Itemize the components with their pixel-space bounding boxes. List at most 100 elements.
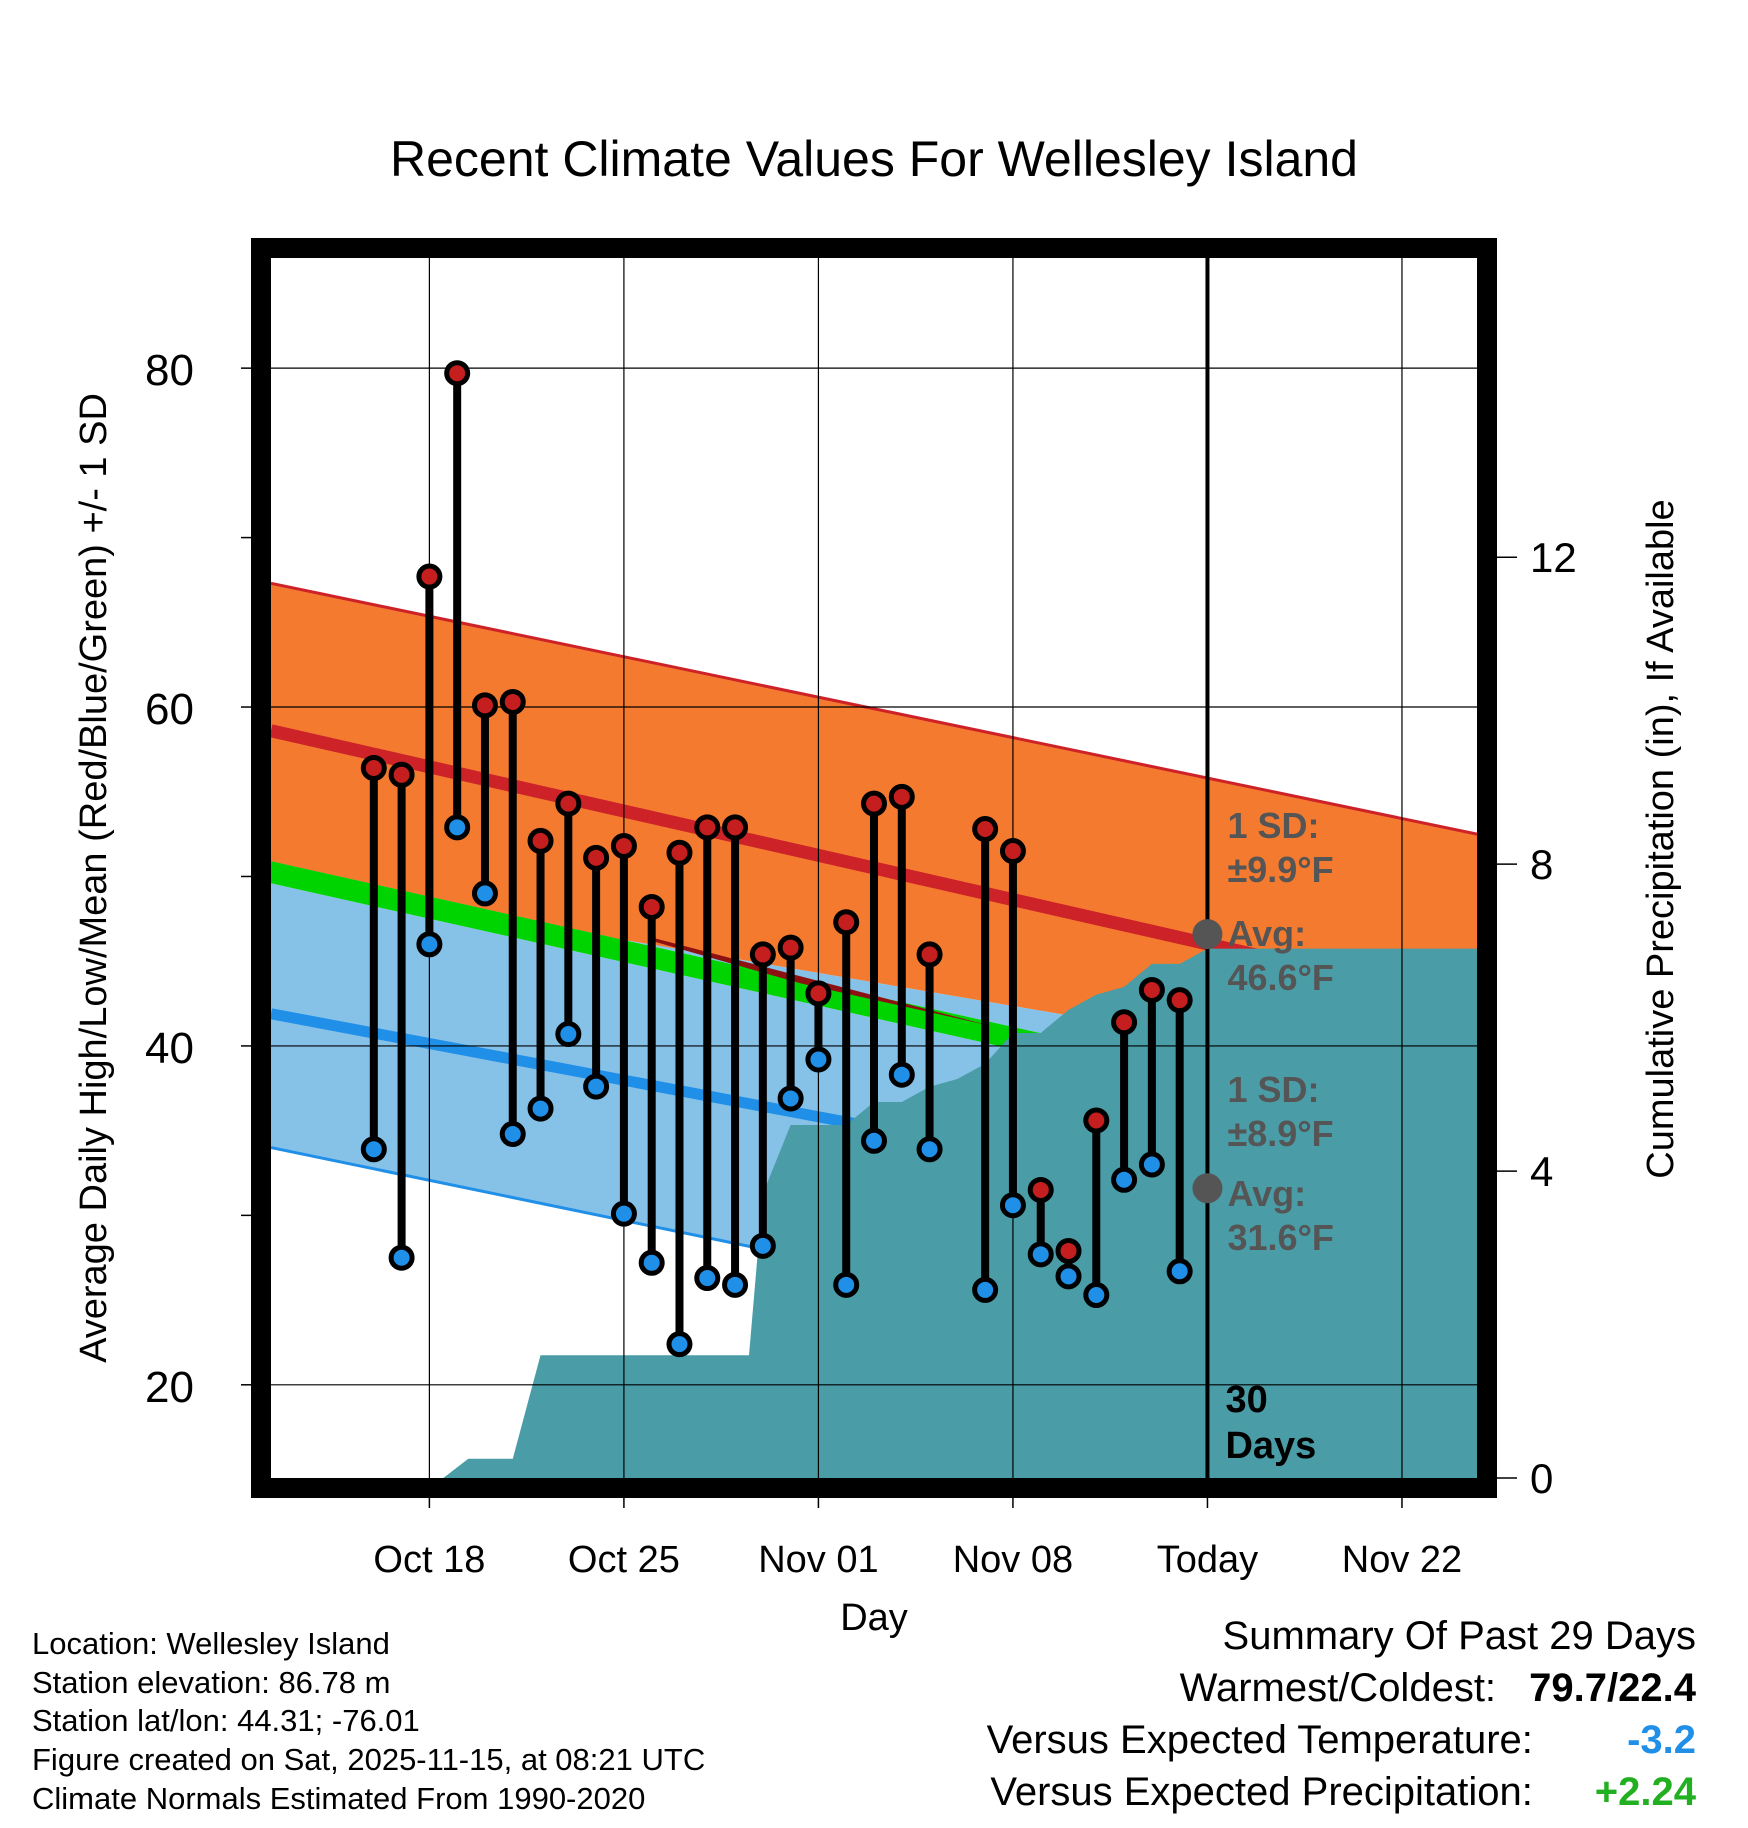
low-point (1055, 1263, 1082, 1290)
summary-precip: Versus Expected Precipitation: +2.24 (990, 1770, 1696, 1815)
high-point (610, 832, 637, 859)
high-point (722, 814, 749, 841)
high-point (527, 827, 554, 854)
y-tick-label: 60 (145, 685, 194, 734)
low-point (527, 1095, 554, 1122)
high-point (888, 783, 915, 810)
low-point (360, 1136, 387, 1163)
low-point (805, 1046, 832, 1073)
low-point (1166, 1258, 1193, 1285)
high-avg-value: 46.6°F (1227, 957, 1333, 998)
high-point (916, 941, 943, 968)
high-point (583, 844, 610, 871)
high-point (749, 941, 776, 968)
low-point (888, 1061, 915, 1088)
y2-tick-label: 4 (1530, 1148, 1553, 1195)
precip-departure-value: +2.24 (1594, 1770, 1696, 1814)
elevation-text: Station elevation: 86.78 m (32, 1665, 391, 1700)
y2-axis-label: Cumulative Precipitation (in), If Availa… (1640, 499, 1682, 1178)
low-point (471, 880, 498, 907)
high-sd-value: ±9.9°F (1227, 849, 1333, 890)
window-days-number: 30 (1225, 1379, 1267, 1421)
x-axis-label: Day (840, 1597, 908, 1639)
plot-frame (251, 238, 1497, 1498)
high-point (805, 980, 832, 1007)
low-point (694, 1265, 721, 1292)
high-point (1055, 1237, 1082, 1264)
latlon-text: Station lat/lon: 44.31; -76.01 (32, 1703, 420, 1738)
high-point (1111, 1009, 1138, 1036)
axis-ticks: Oct 18 Oct 25 Nov 01 Nov 08 Today Nov 22 Day 20… (73, 346, 1682, 1639)
low-point (1083, 1282, 1110, 1308)
low-sd-value: ±8.9°F (1227, 1113, 1333, 1154)
observations (360, 360, 1193, 1358)
low-point (583, 1073, 610, 1100)
high-point (999, 838, 1026, 865)
precip-departure-label: Versus Expected Precipitation: (990, 1770, 1533, 1814)
y-tick-label: 20 (145, 1363, 194, 1412)
chart-title: Recent Climate Values For Wellesley Isla… (390, 131, 1358, 187)
low-point (1111, 1166, 1138, 1193)
low-point (1138, 1151, 1165, 1178)
high-point (972, 816, 999, 843)
high-point (1083, 1107, 1110, 1134)
low-point (1027, 1241, 1054, 1268)
high-point (499, 688, 526, 715)
precip-area (271, 948, 1477, 1478)
y2-tick-label: 12 (1530, 534, 1577, 581)
location-text: Location: Wellesley Island (32, 1626, 390, 1661)
high-point (777, 934, 804, 961)
high-point (388, 761, 415, 788)
high-point (416, 563, 443, 590)
x-tick-label: Nov 01 (758, 1539, 878, 1581)
warm-cold-value: 79.7/22.4 (1529, 1666, 1696, 1710)
y-tick-label: 80 (145, 346, 194, 395)
low-point (749, 1232, 776, 1259)
y2-tick-label: 0 (1530, 1455, 1553, 1502)
low-point (444, 814, 471, 841)
x-tick-label: Oct 18 (373, 1539, 485, 1581)
x-tick-label: Today (1157, 1539, 1258, 1581)
high-point (1166, 987, 1193, 1014)
high-point (1138, 977, 1165, 1003)
low-point (972, 1276, 999, 1303)
created-text: Figure created on Sat, 2025-11-15, at 08… (32, 1742, 706, 1777)
y2-tick-label: 8 (1530, 841, 1553, 888)
low-point (861, 1127, 887, 1154)
high-point (833, 909, 860, 936)
y-axis-label: Average Daily High/Low/Mean (Red/Blue/Gr… (73, 393, 115, 1363)
high-sd-upper-line (270, 581, 1478, 836)
today-avg-high-marker (1192, 919, 1223, 950)
low-point (722, 1271, 749, 1298)
low-avg-label: Avg: (1227, 1173, 1306, 1214)
high-point (555, 790, 582, 817)
high-point (360, 755, 387, 782)
low-point (416, 931, 443, 958)
high-point (471, 692, 498, 719)
low-point (499, 1121, 526, 1148)
low-point (388, 1244, 415, 1271)
summary-warm-cold: Warmest/Coldest: 79.7/22.4 (1180, 1666, 1696, 1711)
summary-heading: Summary Of Past 29 Days (1222, 1614, 1696, 1658)
high-point (694, 814, 721, 841)
low-point (833, 1271, 860, 1298)
y-tick-label: 40 (145, 1024, 194, 1073)
low-point (610, 1200, 637, 1227)
temp-departure-label: Versus Expected Temperature: (986, 1718, 1533, 1762)
low-point (638, 1249, 665, 1276)
low-avg-value: 31.6°F (1227, 1217, 1333, 1258)
high-point (1027, 1176, 1054, 1203)
normals-text: Climate Normals Estimated From 1990-2020 (32, 1781, 646, 1816)
temp-departure-value: -3.2 (1627, 1718, 1696, 1762)
high-point (638, 893, 665, 920)
high-avg-label: Avg: (1227, 913, 1306, 954)
x-tick-label: Nov 22 (1342, 1539, 1462, 1581)
low-point (916, 1136, 943, 1163)
low-point (666, 1331, 693, 1358)
window-days-label: Days (1225, 1425, 1316, 1467)
today-avg-low-marker (1192, 1173, 1223, 1204)
x-tick-label: Nov 08 (953, 1539, 1073, 1581)
low-point (555, 1021, 582, 1048)
